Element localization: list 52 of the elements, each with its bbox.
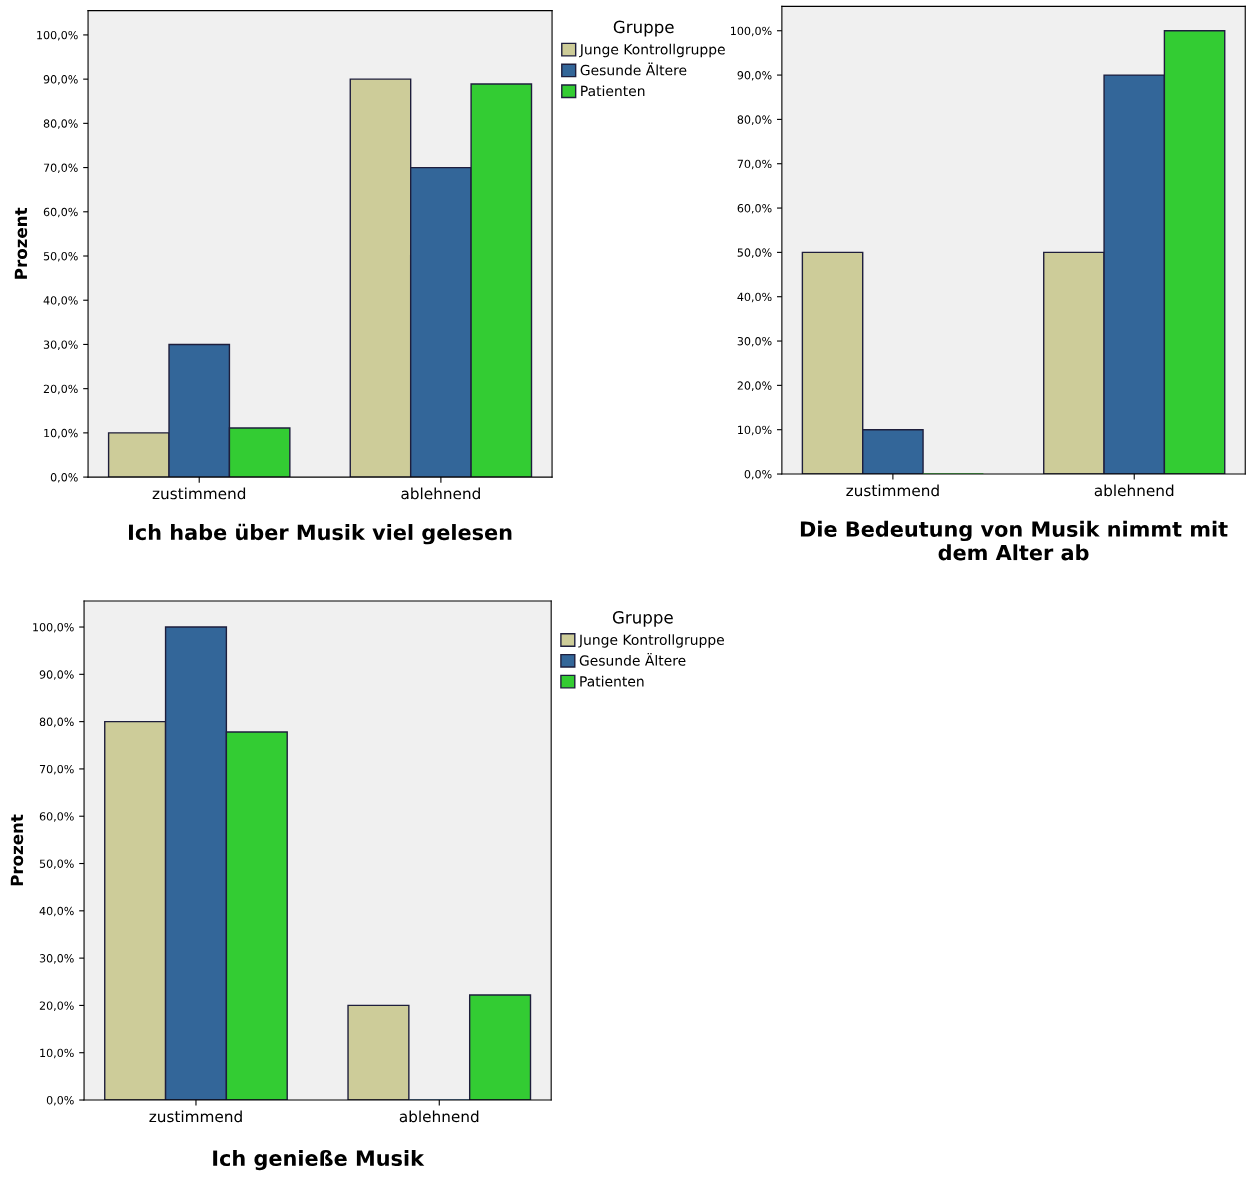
y-tick-label: 100,0% (731, 26, 772, 37)
y-tick-label: 10,0% (44, 428, 78, 439)
x-tick-label: zustimmend (152, 487, 246, 500)
legend-label: Junge Kontrollgruppe (579, 43, 725, 58)
y-tick-label: 30,0% (737, 337, 772, 347)
y-tick-label: 80,0% (43, 119, 78, 129)
text: Die Bedeutung von Musik nimmt mit dem Alter ab (800, 520, 1228, 561)
y-tick-label: 60,0% (737, 204, 772, 214)
y-tick-label: 20,0% (737, 381, 772, 391)
y-tick-label: 40,0% (43, 296, 78, 306)
y-tick-label: 40,0% (39, 906, 74, 917)
y-tick-label: 90,0% (43, 75, 78, 85)
y-tick-label: 70,0% (43, 163, 78, 174)
y-tick-label: 60,0% (39, 812, 74, 822)
legend-label: Gesunde Ältere (580, 62, 687, 76)
y-tick-label: 20,0% (39, 1001, 74, 1011)
y-tick-label: 0,0% (50, 473, 78, 483)
legend-label: Patienten (581, 85, 645, 97)
text: Ich genieße Musik (213, 1149, 425, 1171)
y-tick-label: 50,0% (737, 248, 772, 258)
legend-title: Gruppe (613, 20, 674, 37)
legend-label: Gesunde Ältere (579, 652, 686, 666)
x-tick-label: ablehnend (1094, 484, 1174, 497)
legend-label: Junge Kontrollgruppe (578, 634, 724, 648)
y-tick-label: 100,0% (37, 30, 78, 41)
x-tick-label: zustimmend (846, 484, 939, 497)
y-tick-label: 70,0% (737, 159, 772, 170)
y-axis-title: Prozent (14, 207, 28, 279)
y-tick-label: 70,0% (39, 764, 74, 775)
y-tick-label: 60,0% (43, 207, 78, 218)
y-tick-label: 0,0% (46, 1095, 74, 1106)
y-tick-label: 30,0% (39, 954, 74, 964)
text: Ich habe über Musik viel gelesen (129, 523, 512, 545)
y-tick-label: 50,0% (39, 859, 74, 870)
y-tick-label: 20,0% (43, 384, 78, 395)
x-tick-label: ablehnend (401, 487, 480, 500)
y-tick-label: 30,0% (43, 340, 78, 350)
y-tick-label: 10,0% (738, 425, 772, 436)
y-tick-label: 80,0% (39, 717, 74, 728)
y-tick-label: 90,0% (737, 71, 772, 81)
y-tick-label: 100,0% (33, 623, 74, 633)
legend-label: Patienten (580, 675, 644, 687)
y-tick-label: 50,0% (43, 251, 78, 262)
y-tick-label: 10,0% (40, 1048, 74, 1059)
y-tick-label: 0,0% (744, 470, 772, 480)
y-tick-label: 90,0% (39, 670, 74, 680)
x-tick-label: zustimmend (149, 1110, 242, 1123)
y-tick-label: 80,0% (737, 115, 772, 125)
y-tick-label: 40,0% (737, 292, 772, 303)
legend-title: Gruppe (612, 611, 673, 627)
x-tick-label: ablehnend (399, 1110, 479, 1123)
y-axis-title: Prozent (10, 814, 24, 886)
